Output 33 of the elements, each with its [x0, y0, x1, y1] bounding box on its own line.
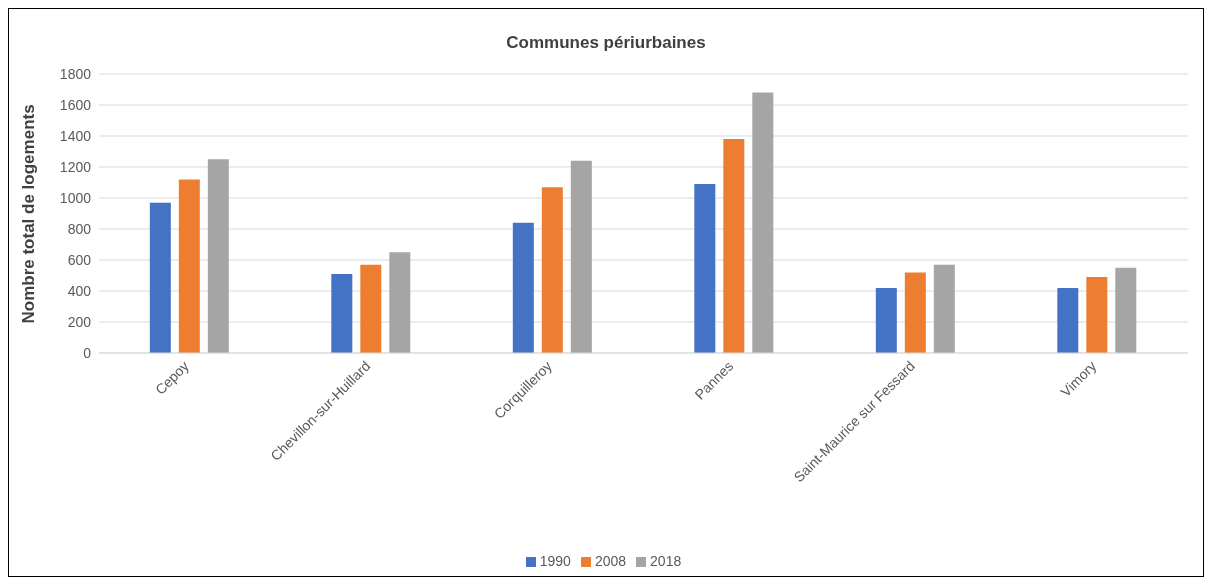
y-axis-title: Nombre total de logements [19, 104, 39, 324]
bar [149, 202, 171, 353]
bar [875, 287, 897, 353]
y-tick-label: 1000 [59, 189, 92, 206]
bar [752, 92, 774, 353]
bar [512, 222, 534, 353]
y-tick-label: 1600 [59, 96, 92, 113]
chart-title: Communes périurbaines [505, 33, 707, 53]
bar [331, 273, 353, 353]
legend-label: 1990 [539, 553, 571, 569]
bar [933, 264, 955, 353]
bar [694, 184, 716, 353]
bar [904, 272, 926, 353]
bar [389, 252, 411, 353]
legend-label: 2018 [650, 553, 682, 569]
bar [1057, 287, 1079, 353]
bar [723, 139, 745, 353]
bar [360, 264, 382, 353]
y-tick-label: 1400 [59, 127, 92, 144]
y-tick-label: 600 [67, 251, 92, 268]
y-tick-label: 400 [67, 282, 92, 299]
y-tick-label: 1200 [59, 158, 92, 175]
bar [570, 160, 592, 353]
y-tick-label: 200 [67, 313, 92, 330]
bar [178, 179, 200, 353]
y-tick-label: 1800 [59, 65, 92, 82]
bar [1086, 277, 1108, 353]
legend-label: 2008 [594, 553, 627, 569]
bar [207, 159, 229, 353]
bar [541, 187, 563, 353]
y-tick-label: 800 [67, 220, 92, 237]
bar [1115, 267, 1137, 353]
y-tick-label: 0 [83, 344, 92, 361]
